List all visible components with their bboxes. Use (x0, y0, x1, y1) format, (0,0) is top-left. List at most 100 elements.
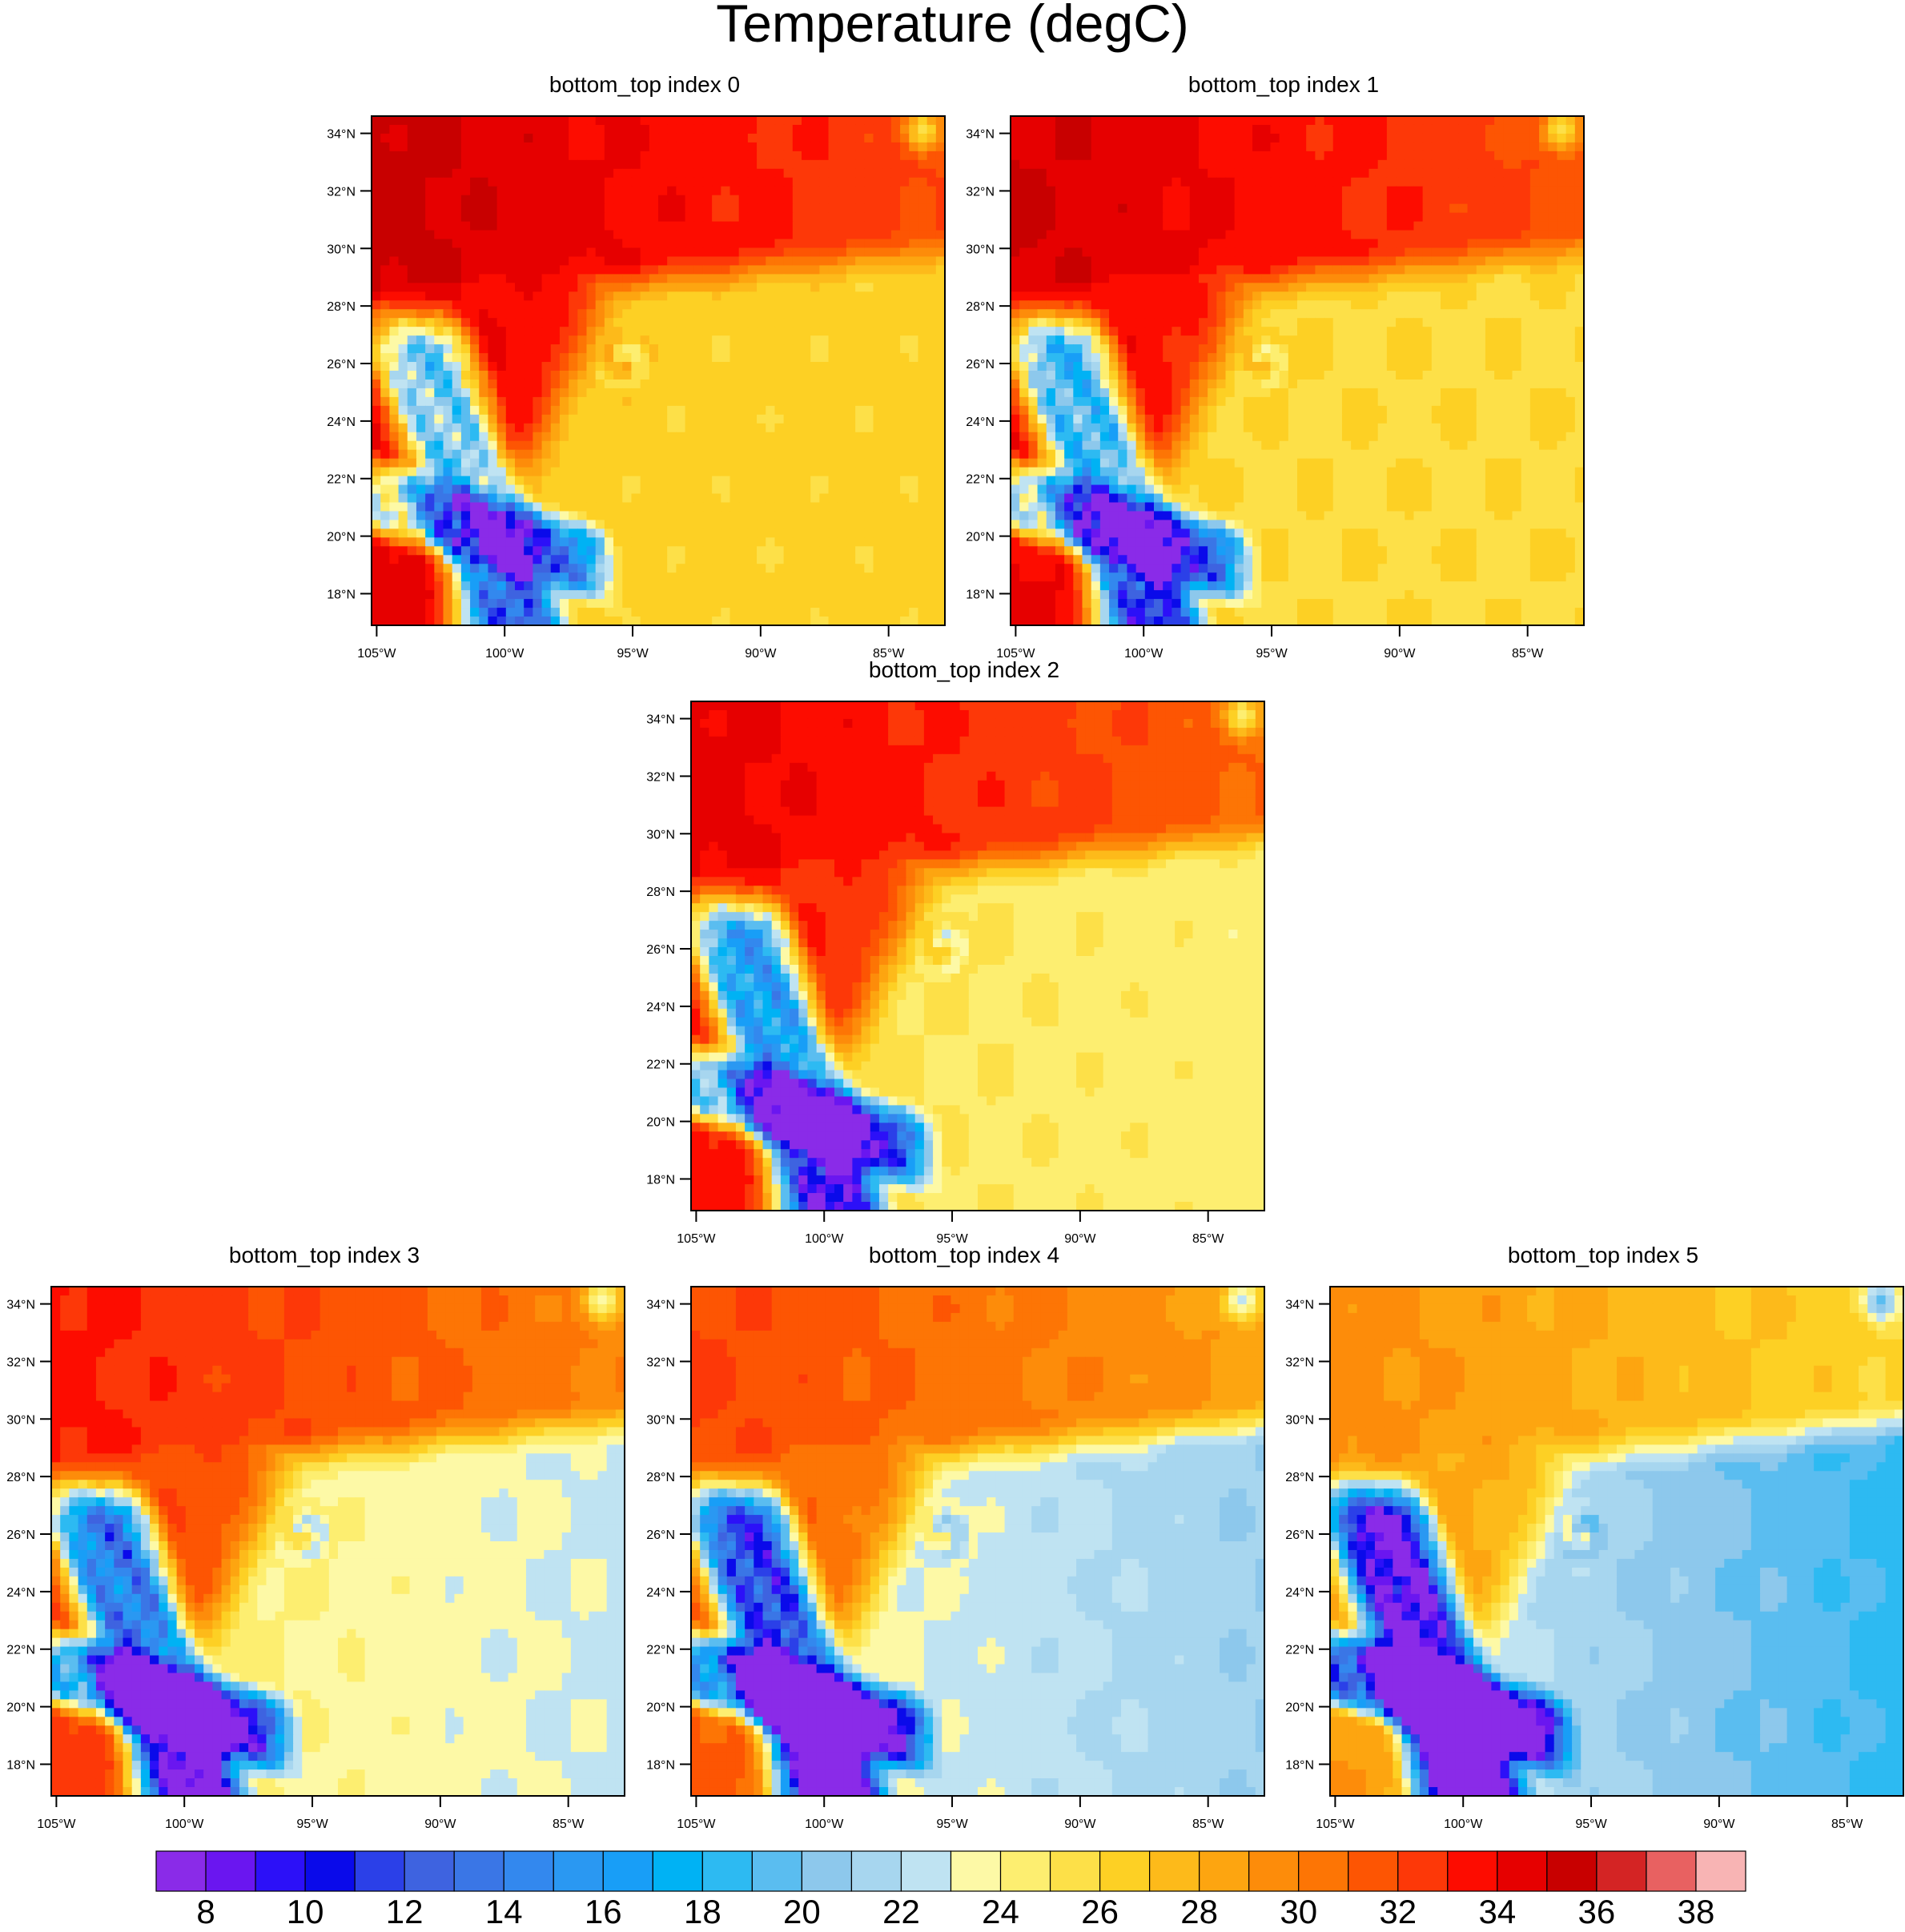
field-cell (900, 177, 910, 187)
field-cell (1046, 256, 1056, 267)
field-cell (1386, 116, 1397, 126)
field-cell (1467, 159, 1477, 170)
field-cell (505, 221, 516, 231)
field-cell (613, 414, 623, 424)
field-cell (524, 564, 533, 573)
field-cell (802, 440, 811, 451)
field-cell (470, 449, 480, 460)
field-cell (496, 396, 507, 407)
field-cell (604, 318, 614, 327)
field-cell (470, 247, 480, 258)
field-cell (676, 572, 686, 582)
field-cell (524, 362, 533, 372)
field-cell (488, 432, 498, 442)
field-cell (918, 116, 928, 126)
field-cell (1548, 133, 1558, 143)
field-cell (595, 371, 605, 380)
field-cell (1091, 221, 1101, 231)
field-cell (935, 520, 946, 529)
field-cell (515, 537, 524, 547)
field-cell (640, 572, 650, 582)
field-cell (926, 283, 937, 292)
field-cell (1180, 283, 1191, 292)
field-cell (766, 256, 776, 267)
field-cell (559, 230, 569, 240)
field-cell (810, 274, 820, 283)
field-cell (479, 362, 489, 372)
field-cell (595, 151, 605, 161)
field-cell (550, 230, 561, 240)
field-cell (569, 142, 578, 152)
field-cell (828, 379, 838, 389)
field-cell (926, 458, 937, 468)
field-cell (918, 159, 928, 170)
field-cell (1091, 159, 1101, 170)
field-cell (855, 353, 865, 363)
field-cell (631, 440, 641, 451)
field-cell (631, 511, 641, 521)
field-cell (890, 484, 901, 495)
field-cell (873, 309, 883, 319)
field-cell (524, 353, 533, 363)
field-cell (729, 274, 740, 283)
field-cell (747, 212, 758, 223)
field-cell (398, 116, 408, 126)
field-cell (1574, 159, 1585, 170)
field-cell (1046, 168, 1056, 179)
field-cell (1252, 247, 1262, 258)
field-cell (747, 327, 758, 336)
field-cell (935, 476, 946, 486)
field-cell (846, 432, 856, 442)
field-cell (1270, 168, 1280, 179)
field-cell (372, 265, 381, 275)
field-cell (721, 572, 731, 582)
field-cell (1485, 177, 1495, 187)
field-cell (1405, 247, 1415, 258)
field-cell (676, 239, 686, 249)
field-cell (846, 467, 856, 477)
field-cell (1557, 159, 1567, 170)
field-cell (434, 195, 444, 205)
field-cell (613, 493, 623, 504)
field-cell (380, 168, 390, 179)
field-cell (613, 133, 623, 143)
field-cell (864, 590, 874, 600)
field-cell (685, 537, 695, 547)
field-cell (1485, 124, 1495, 135)
field-cell (837, 555, 847, 564)
field-cell (819, 608, 830, 617)
field-cell (1351, 274, 1360, 283)
field-cell (505, 168, 516, 179)
field-cell (757, 335, 766, 345)
field-cell (460, 449, 471, 460)
field-cell (1341, 133, 1352, 143)
field-cell (846, 221, 856, 231)
field-cell (577, 327, 588, 336)
field-cell (890, 555, 901, 564)
field-cell (1574, 221, 1585, 231)
field-cell (460, 133, 471, 143)
field-cell (613, 327, 623, 336)
field-cell (460, 528, 471, 538)
field-cell (676, 291, 686, 301)
field-cell (1270, 283, 1280, 292)
field-cell (1351, 256, 1360, 267)
field-cell (667, 151, 677, 161)
field-cell (550, 440, 561, 451)
field-cell (1458, 230, 1469, 240)
field-cell (1521, 177, 1531, 187)
field-cell (595, 423, 605, 433)
field-cell (550, 502, 561, 512)
field-cell (559, 256, 569, 267)
field-cell (613, 537, 623, 547)
field-cell (1144, 116, 1155, 126)
field-cell (900, 221, 910, 231)
field-cell (460, 432, 471, 442)
field-cell (766, 239, 776, 249)
field-cell (533, 335, 543, 345)
field-cell (702, 318, 713, 327)
field-cell (631, 247, 641, 258)
field-cell (496, 608, 507, 617)
field-cell (1476, 142, 1486, 152)
field-cell (515, 581, 524, 591)
